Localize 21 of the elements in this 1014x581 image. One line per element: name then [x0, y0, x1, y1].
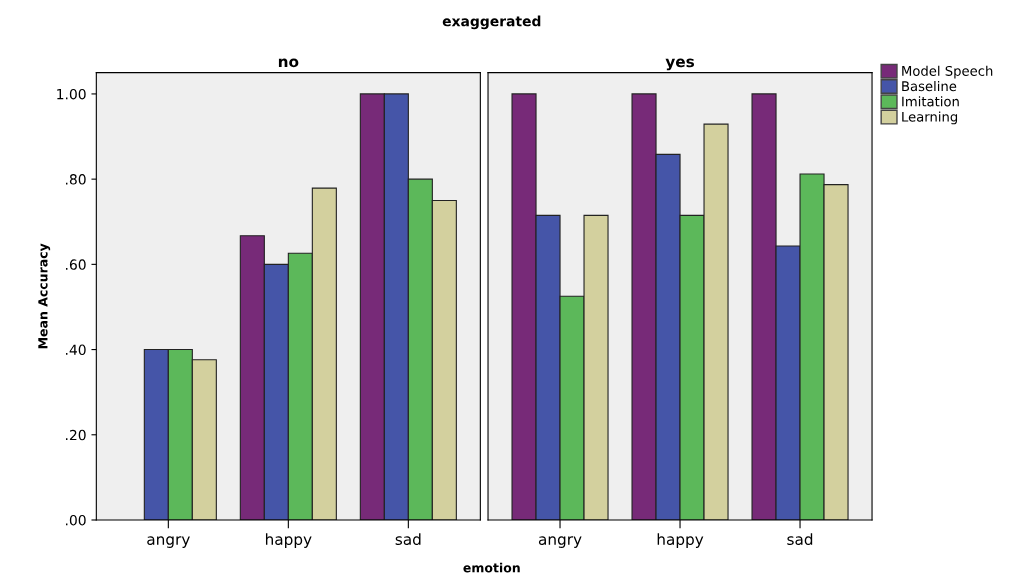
y-tick-label: .80 [66, 174, 86, 185]
y-tick-label: .40 [66, 344, 86, 356]
legend-label: Model Speech [902, 65, 993, 79]
y-tick-label: .00 [66, 514, 86, 526]
y-tick-label: 1.00 [57, 88, 86, 100]
chart-title: yes [665, 58, 695, 71]
x-tick-label: sad [395, 533, 421, 546]
legend-label: Learning [902, 111, 958, 125]
legend-label: Imitation [902, 96, 959, 107]
text: exaggerated [442, 15, 541, 30]
legend-label: Baseline [902, 80, 957, 92]
x-tick-label: angry [147, 536, 190, 548]
chart-title: no [278, 58, 299, 68]
y-axis-title: Mean Accuracy [38, 243, 51, 349]
x-axis-title: emotion [463, 562, 520, 573]
x-tick-label: happy [265, 533, 312, 548]
y-tick-label: .60 [66, 259, 86, 270]
x-tick-label: sad [787, 533, 813, 546]
x-tick-label: angry [538, 536, 582, 548]
x-tick-label: happy [657, 533, 704, 548]
y-tick-label: .20 [66, 429, 86, 441]
